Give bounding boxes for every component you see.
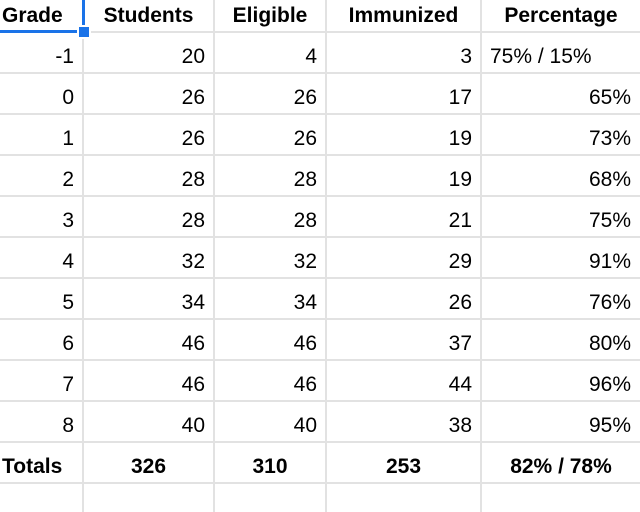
totals-label[interactable]: Totals xyxy=(0,443,84,484)
cell-immunized[interactable]: 19 xyxy=(327,156,482,197)
cell-eligible[interactable]: 40 xyxy=(215,402,327,443)
cell-eligible[interactable]: 28 xyxy=(215,156,327,197)
cell-grade[interactable]: 6 xyxy=(0,320,84,361)
table-row: 6 46 46 37 80% xyxy=(0,320,640,361)
empty-cell[interactable] xyxy=(327,484,482,512)
cell-percentage[interactable]: 68% xyxy=(482,156,640,197)
cell-grade[interactable]: 4 xyxy=(0,238,84,279)
header-students[interactable]: Students xyxy=(84,0,215,33)
cell-grade[interactable]: -1 xyxy=(0,33,84,74)
table-row: 2 28 28 19 68% xyxy=(0,156,640,197)
cell-eligible[interactable]: 28 xyxy=(215,197,327,238)
cell-eligible[interactable]: 46 xyxy=(215,320,327,361)
cell-percentage[interactable]: 76% xyxy=(482,279,640,320)
cell-eligible[interactable]: 4 xyxy=(215,33,327,74)
table-row: 0 26 26 17 65% xyxy=(0,74,640,115)
cell-students[interactable]: 32 xyxy=(84,238,215,279)
cell-students[interactable]: 28 xyxy=(84,156,215,197)
totals-row: Totals 326 310 253 82% / 78% xyxy=(0,443,640,484)
empty-cell[interactable] xyxy=(215,484,327,512)
cell-eligible[interactable]: 26 xyxy=(215,74,327,115)
cell-grade[interactable]: 2 xyxy=(0,156,84,197)
cell-students[interactable]: 28 xyxy=(84,197,215,238)
table-row: 1 26 26 19 73% xyxy=(0,115,640,156)
cell-grade[interactable]: 5 xyxy=(0,279,84,320)
cell-eligible[interactable]: 26 xyxy=(215,115,327,156)
header-eligible[interactable]: Eligible xyxy=(215,0,327,33)
cell-students[interactable]: 34 xyxy=(84,279,215,320)
cell-grade[interactable]: 3 xyxy=(0,197,84,238)
cell-immunized[interactable]: 44 xyxy=(327,361,482,402)
table-row: 4 32 32 29 91% xyxy=(0,238,640,279)
totals-percentage-cell[interactable]: 82% / 78% xyxy=(482,443,640,484)
cell-immunized[interactable]: 17 xyxy=(327,74,482,115)
cell-immunized[interactable]: 26 xyxy=(327,279,482,320)
cell-students[interactable]: 20 xyxy=(84,33,215,74)
selection-border-right xyxy=(82,0,85,31)
cell-eligible[interactable]: 34 xyxy=(215,279,327,320)
cell-grade[interactable]: 1 xyxy=(0,115,84,156)
cell-immunized[interactable]: 19 xyxy=(327,115,482,156)
fill-handle[interactable] xyxy=(77,25,91,39)
header-immunized[interactable]: Immunized xyxy=(327,0,482,33)
empty-cell[interactable] xyxy=(482,484,640,512)
totals-students-cell[interactable]: 326 xyxy=(84,443,215,484)
header-row: Grade Students Eligible Immunized Percen… xyxy=(0,0,640,33)
cell-grade[interactable]: 0 xyxy=(0,74,84,115)
table-row: -1 20 4 3 75% / 15% xyxy=(0,33,640,74)
cell-percentage[interactable]: 75% xyxy=(482,197,640,238)
empty-cell[interactable] xyxy=(84,484,215,512)
cell-students[interactable]: 46 xyxy=(84,361,215,402)
header-percentage[interactable]: Percentage xyxy=(482,0,640,33)
cell-immunized[interactable]: 3 xyxy=(327,33,482,74)
empty-row xyxy=(0,484,640,512)
cell-percentage[interactable]: 80% xyxy=(482,320,640,361)
cell-percentage[interactable]: 65% xyxy=(482,74,640,115)
cell-immunized[interactable]: 21 xyxy=(327,197,482,238)
cell-percentage[interactable]: 91% xyxy=(482,238,640,279)
header-grade[interactable]: Grade xyxy=(0,0,84,33)
cell-eligible[interactable]: 32 xyxy=(215,238,327,279)
cell-immunized[interactable]: 37 xyxy=(327,320,482,361)
totals-immunized-cell[interactable]: 253 xyxy=(327,443,482,484)
cell-students[interactable]: 40 xyxy=(84,402,215,443)
table-row: 3 28 28 21 75% xyxy=(0,197,640,238)
cell-students[interactable]: 26 xyxy=(84,115,215,156)
cell-percentage[interactable]: 96% xyxy=(482,361,640,402)
table-row: 5 34 34 26 76% xyxy=(0,279,640,320)
cell-students[interactable]: 46 xyxy=(84,320,215,361)
cell-immunized[interactable]: 38 xyxy=(327,402,482,443)
selection-border-bottom xyxy=(0,30,85,33)
cell-students[interactable]: 26 xyxy=(84,74,215,115)
cell-grade[interactable]: 8 xyxy=(0,402,84,443)
cell-percentage[interactable]: 95% xyxy=(482,402,640,443)
cell-percentage[interactable]: 73% xyxy=(482,115,640,156)
cell-percentage[interactable]: 75% / 15% xyxy=(482,33,640,74)
table-row: 7 46 46 44 96% xyxy=(0,361,640,402)
table-row: 8 40 40 38 95% xyxy=(0,402,640,443)
cell-eligible[interactable]: 46 xyxy=(215,361,327,402)
totals-eligible-cell[interactable]: 310 xyxy=(215,443,327,484)
empty-cell[interactable] xyxy=(0,484,84,512)
cell-grade[interactable]: 7 xyxy=(0,361,84,402)
cell-immunized[interactable]: 29 xyxy=(327,238,482,279)
